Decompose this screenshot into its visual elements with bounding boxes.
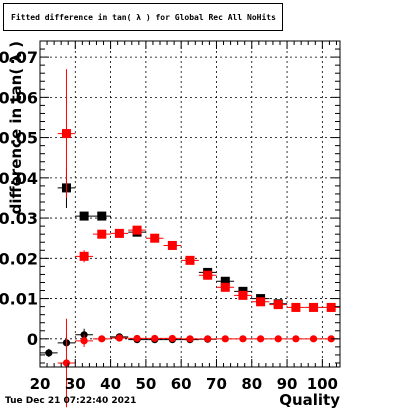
y-tick-label: 0.07 [0,48,38,67]
circle-marker [292,335,300,343]
data-point [110,334,129,342]
data-point [251,297,270,307]
data-point [234,290,252,300]
x-tick-label: 50 [135,375,156,393]
data-point [269,300,288,310]
square-marker [167,240,177,250]
data-point [92,211,111,221]
square-marker [273,300,283,310]
circle-marker [239,335,247,343]
data-point [75,334,93,347]
square-marker [203,270,213,280]
x-tick-label: 60 [171,375,192,393]
data-point [181,335,199,343]
square-marker [97,229,107,239]
data-point [304,302,323,312]
grid-lines [39,41,340,367]
circle-marker [221,335,229,343]
data-point [287,302,305,312]
circle-marker [151,334,159,343]
data-point [145,233,164,243]
circle-marker [80,337,88,345]
circle-marker [62,359,71,367]
square-marker [79,251,89,261]
square-marker [238,290,248,300]
data-point [163,334,182,343]
data-point [75,250,93,263]
data-point [110,228,129,238]
y-tick-label: 0.02 [0,249,38,268]
square-marker [291,302,301,312]
data-point [216,282,235,292]
x-tick-label: 40 [100,375,121,393]
data-point [163,240,182,250]
data-point [57,318,76,408]
plot-frame [39,40,341,368]
circle-marker [186,335,194,343]
y-tick-label: 0.04 [0,169,38,188]
data-point [40,348,58,357]
data-point [128,334,146,343]
square-marker [97,211,107,221]
square-marker [185,255,195,265]
data-point [234,335,252,343]
x-axis-label: Quality [279,391,340,409]
square-marker [61,129,71,139]
square-marker [132,225,142,235]
x-tick-label: 70 [206,375,227,393]
data-point [216,335,235,343]
data-point [57,69,76,198]
y-tick-label: 0.06 [0,88,38,107]
data-point [128,225,146,235]
circle-marker [45,349,53,357]
circle-marker [115,334,124,342]
y-axis-label: difference in tan( λ ) [7,41,25,214]
circle-marker [168,334,176,343]
circle-marker [274,335,282,343]
data-point [322,302,340,312]
circle-marker [133,334,141,343]
data-point [287,335,305,343]
data-point [75,211,93,221]
chart-title-box: Fitted difference in tan( λ ) for Global… [3,3,283,31]
data-point [198,335,217,343]
data-point [304,335,323,343]
footer-timestamp: Tue Dec 21 07:22:40 2021 [5,396,137,406]
x-tick-label: 30 [65,375,86,393]
y-tick-label: 0.01 [0,290,38,309]
data-point [216,276,235,286]
axis-labels: 20 30 40 50 60 70 80 90 100 0 0.01 0.02 0.03 0.04 0.05… [0,41,340,409]
x-tick-label: 80 [241,375,262,393]
axis-ticks [39,40,340,367]
x-tick-label: 100 [307,375,338,393]
data-point [92,229,111,239]
circle-marker [98,335,106,343]
square-marker [79,211,89,221]
circle-marker [204,335,212,343]
circle-marker [309,335,318,343]
data-point [269,335,288,343]
square-marker [326,302,336,312]
data-point [198,270,217,280]
square-marker [150,233,160,243]
chart-title: Fitted difference in tan( λ ) for Global… [11,13,276,22]
data-point [251,335,270,343]
x-tick-label: 20 [30,375,51,393]
square-marker [114,228,124,238]
data-point [145,334,164,343]
circle-marker [256,335,265,343]
square-marker [220,282,230,292]
x-tick-label: 90 [277,375,298,393]
square-marker [309,302,319,312]
y-tick-label: 0.03 [0,209,38,228]
square-marker [220,276,230,286]
data-point [92,335,111,343]
square-marker [256,297,266,307]
y-tick-label: 0.05 [0,129,38,148]
data-point [181,255,199,265]
y-tick-label: 0 [27,330,38,349]
data-marks [40,69,340,408]
